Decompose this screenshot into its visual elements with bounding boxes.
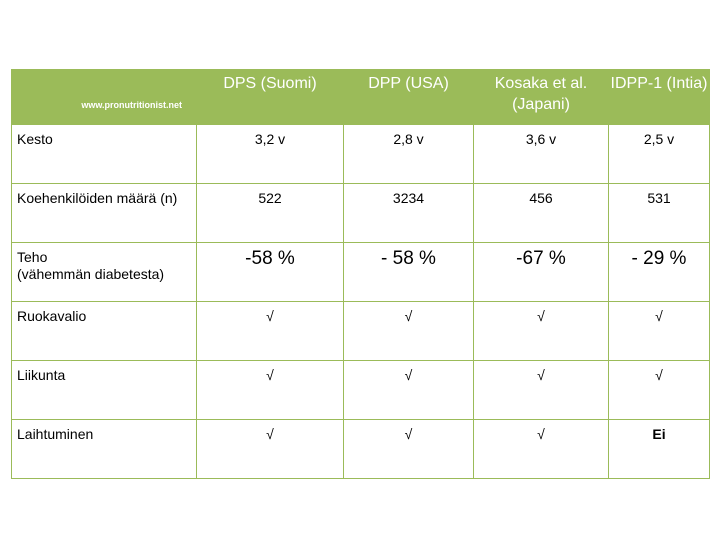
table-cell: 531 [608,183,710,243]
row-label: Kesto [11,124,197,184]
table-cell: 456 [473,183,609,243]
header-row: www.pronutritionist.net DPS (Suomi) DPP … [11,69,710,125]
table-cell: 3234 [343,183,474,243]
check-mark: √ [473,419,609,479]
row-label: Teho (vähemmän diabetesta) [11,242,197,302]
table-row: Koehenkilöiden määrä (n) 522 3234 456 53… [11,183,710,243]
column-header-dpp: DPP (USA) [343,69,474,125]
row-label: Laihtuminen [11,419,197,479]
check-mark: √ [343,419,474,479]
table-row: Liikunta √ √ √ √ [11,360,710,420]
row-label-text: Kesto [17,131,53,147]
check-mark: √ [196,360,344,420]
table-cell: 3,2 v [196,124,344,184]
row-label: Liikunta [11,360,197,420]
column-header-idpp: IDPP-1 (Intia) [608,69,710,125]
column-header-line: (Japani) [512,96,570,113]
column-header-line: DPS (Suomi) [223,75,317,92]
row-label-subtext: (vähemmän diabetesta) [17,266,165,282]
check-mark: √ [473,301,609,361]
row-label: Koehenkilöiden määrä (n) [11,183,197,243]
column-header-kosaka: Kosaka et al. (Japani) [473,69,609,125]
row-label-text: Liikunta [17,367,66,383]
table-row: Laihtuminen √ √ √ Ei [11,419,710,479]
column-header-line: Kosaka et al. [494,75,588,92]
table-cell: -58 % [196,242,344,302]
table-cell: Ei [608,419,710,479]
row-label-text: Laihtuminen [17,426,94,442]
table-cell: 2,5 v [608,124,710,184]
table-row: Kesto 3,2 v 2,8 v 3,6 v 2,5 v [11,124,710,184]
row-label: Ruokavalio [11,301,197,361]
column-header-dps: DPS (Suomi) [196,69,344,125]
check-mark: √ [343,360,474,420]
site-watermark: www.pronutritionist.net [81,100,182,110]
column-header-line: IDPP-1 (Intia) [610,75,708,92]
table-cell: - 29 % [608,242,710,302]
check-mark: √ [608,301,710,361]
header-corner-cell: www.pronutritionist.net [11,69,197,125]
column-header-line: DPP (USA) [368,75,449,92]
table-row: Teho (vähemmän diabetesta) -58 % - 58 % … [11,242,710,302]
table-cell: -67 % [473,242,609,302]
check-mark: √ [608,360,710,420]
table-cell: 522 [196,183,344,243]
table-cell: 3,6 v [473,124,609,184]
row-label-text: Ruokavalio [17,308,87,324]
row-label-text: Koehenkilöiden määrä (n) [17,190,178,206]
check-mark: √ [343,301,474,361]
table-cell: 2,8 v [343,124,474,184]
row-label-text: Teho [17,249,48,265]
check-mark: √ [473,360,609,420]
check-mark: √ [196,301,344,361]
table-row: Ruokavalio √ √ √ √ [11,301,710,361]
check-mark: √ [196,419,344,479]
comparison-table: www.pronutritionist.net DPS (Suomi) DPP … [11,69,710,479]
table-cell: - 58 % [343,242,474,302]
